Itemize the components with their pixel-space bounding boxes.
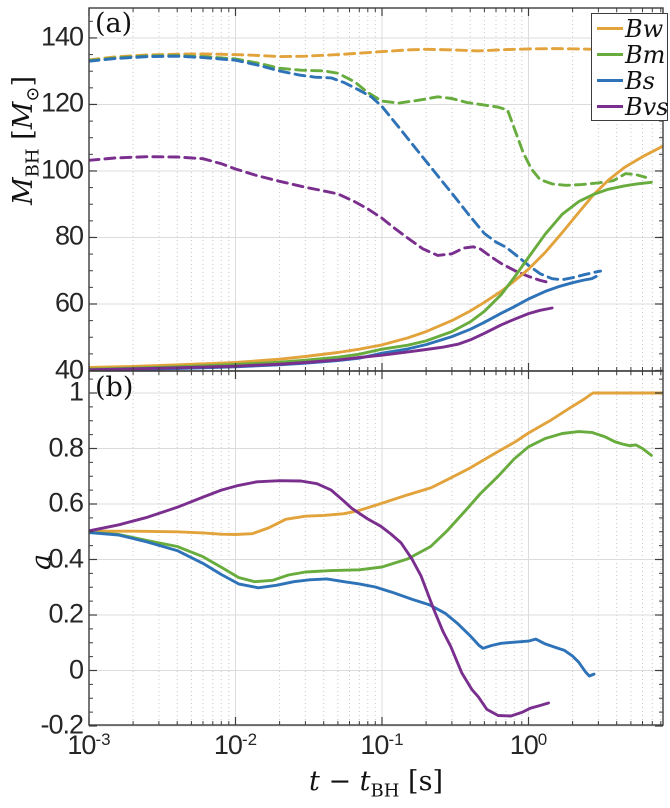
y-tick-label: 80 [54,221,84,252]
x-tick-label: 10-1 [360,730,404,760]
y-tick-label: 1 [68,376,84,407]
series-a-Bm-dashed [89,54,648,187]
legend-line-swatch [597,26,623,31]
panel-b-series [89,391,663,718]
x-tick-label: 10-3 [67,730,111,760]
y-tick-label: 0.8 [48,432,84,463]
legend-label: Bw [625,14,664,43]
x-tick-label: 100 [509,730,548,760]
y-tick-label: 140 [40,21,84,52]
panel-a-label: (a) [95,8,133,39]
series-a-Bs-dashed [89,54,602,282]
legend-line-swatch [597,104,623,109]
y-tick-label: -0.2 [40,709,84,740]
y-tick-label: 0.4 [48,543,84,574]
y-tick-label: 0.6 [48,487,84,518]
panel-b-label: (b) [95,372,134,403]
legend-label: Bvs [625,92,669,121]
legend: Bw Bm Bs Bvs [591,13,669,121]
series-b-Bvs [89,479,550,718]
y-axis-label-mass: MBH [M⊙] [8,75,44,205]
legend-item-Bw: Bw [592,15,667,42]
x-tick-label: 10-2 [213,730,258,760]
series-b-Bs [89,531,596,678]
x-axis-label: t − tBH [s] [309,766,443,802]
legend-item-Bm: Bm [592,41,667,68]
axes [88,7,664,727]
series-b-Bm [89,430,653,584]
y-tick-label: 100 [40,154,84,185]
legend-item-Bs: Bs [592,67,667,94]
y-tick-label: 0 [68,654,84,685]
series-a-Bvs [89,306,554,371]
legend-item-Bvs: Bvs [592,92,669,121]
legend-line-swatch [597,78,623,83]
legend-label: Bm [625,40,666,69]
y-axis-label-spin: a [26,553,57,570]
y-tick-label: 40 [54,354,84,385]
series-a-Bw [89,144,663,369]
series-a-Bm [89,180,653,371]
y-tick-label: 0.2 [48,598,84,629]
legend-label: Bs [625,66,655,95]
legend-line-swatch [597,52,623,57]
panel-a-series [89,47,663,371]
series-a-Bw-dashed [89,47,663,62]
y-tick-label: 60 [54,287,84,318]
series-a-Bvs-dashed [89,155,552,285]
series-b-Bw [89,391,663,536]
y-tick-label: 120 [40,88,84,119]
